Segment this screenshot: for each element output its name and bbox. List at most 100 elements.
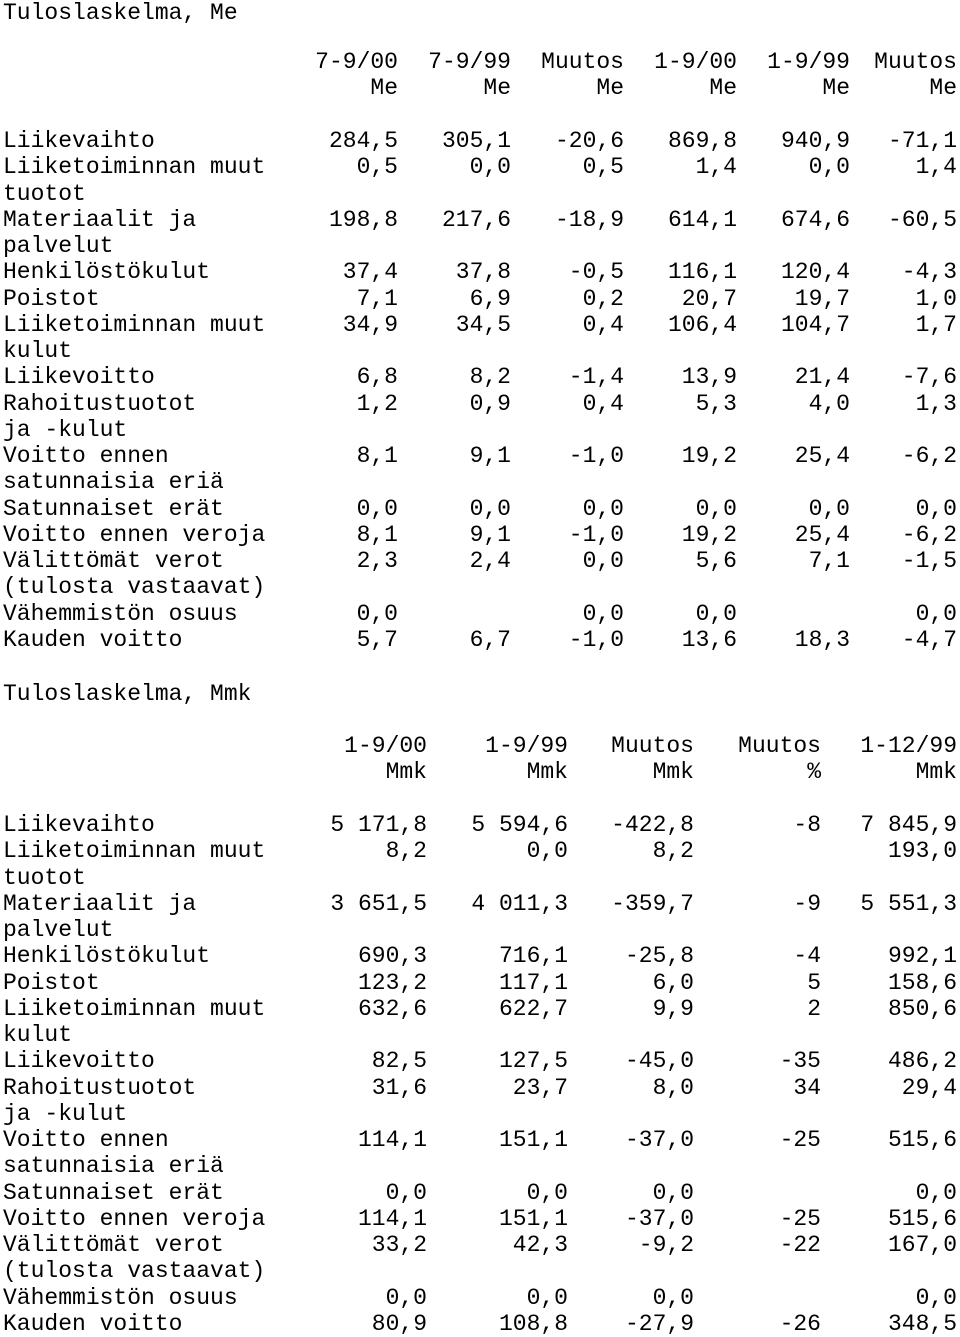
table-row: Materiaalit ja palvelut 3 651,5 4 011,3 -359… (0, 891, 960, 944)
table-cell: -20,6 (554, 128, 624, 154)
table-row: Voitto ennen satunnaisia eriä 8,1 9,1 -1,0 19… (0, 443, 960, 496)
table-cell: 284,5 (328, 128, 398, 154)
row-label: (tulosta vastaavat) (3, 574, 266, 601)
table-cell: -71,1 (887, 128, 957, 154)
table-row: Liiketoiminnan muut kulut 34,9 34,5 0,4 106,4… (0, 312, 960, 365)
table-cell: 5,7 (356, 626, 398, 653)
table-row: Materiaalit ja palvelut 198,8 217,6 -18,9 614… (0, 207, 960, 260)
column-unit: Me (370, 75, 398, 101)
table-cell: 0,5 (356, 154, 398, 181)
table-cell: 486,2 (887, 1048, 957, 1075)
table-cell: 116,1 (667, 259, 737, 286)
table-cell: 108,8 (498, 1310, 568, 1337)
table-cell: 19,2 (681, 521, 737, 548)
table-row: Kauden voitto 5,7 6,7 -1,0 13,6 18,3 -4,7 (0, 627, 960, 653)
table-cell: -60,5 (887, 206, 957, 233)
column-unit: % (807, 759, 821, 785)
table-cell: 0,0 (808, 154, 850, 181)
column-header: 1-9/00 (654, 49, 737, 75)
table-cell: 25,4 (794, 443, 850, 469)
table-row: Voitto ennen satunnaisia eriä 114,1 151,1 -3… (0, 1127, 960, 1180)
table-row: Liiketoiminnan muut tuotot 0,5 0,0 0,5 1,4 0,0… (0, 154, 960, 207)
table-cell: 193,0 (887, 838, 957, 865)
column-header: Muutos (611, 733, 694, 759)
column-unit: Me (596, 75, 624, 101)
table-cell: 158,6 (887, 969, 957, 996)
row-label: (tulosta vastaavat) (3, 1258, 266, 1285)
table-cell: 0,0 (526, 1179, 568, 1206)
table-row: Poistot 7,1 6,9 0,2 20,7 19,7 1,0 (0, 286, 960, 312)
table-cell: -422,8 (611, 812, 694, 838)
me-statement-unit-row: Me Me Me Me Me Me (0, 75, 960, 101)
table-cell: 42,3 (512, 1232, 568, 1258)
table-cell: 622,7 (498, 995, 568, 1022)
table-row: Poistot 123,2 117,1 6,0 5 158,6 (0, 970, 960, 996)
table-cell: 0,0 (469, 495, 511, 522)
table-cell: -1,0 (568, 626, 624, 653)
mmk-statement-unit-row: Mmk Mmk Mmk% Mmk (0, 759, 960, 785)
table-cell: 23,7 (512, 1074, 568, 1101)
column-header: Muutos (541, 49, 624, 75)
table-cell: 37,4 (342, 259, 398, 286)
table-row: Rahoitustuotot ja -kulut 1,2 0,9 0,4 5,3 4,0 1,… (0, 391, 960, 444)
row-label: Liiketoiminnan muut (3, 154, 266, 181)
column-unit: Me (822, 75, 850, 101)
table-cell: 25,4 (794, 521, 850, 548)
column-header: 1-9/99 (485, 733, 568, 759)
table-cell: 7,1 (808, 548, 850, 574)
row-label: Materiaalit ja (3, 890, 197, 917)
table-cell: -4,3 (901, 259, 957, 286)
row-label: Kauden voitto (3, 626, 183, 653)
table-cell: 18,3 (794, 626, 850, 653)
table-cell: -25 (779, 1205, 821, 1232)
table-cell: 0,0 (808, 495, 850, 522)
table-cell: 0,4 (582, 390, 624, 417)
table-cell: -0,5 (568, 259, 624, 286)
table-cell: 8,2 (469, 364, 511, 391)
table-cell: 151,1 (498, 1127, 568, 1153)
row-label: Vähemmistön osuus (3, 1284, 238, 1311)
table-cell: 34,5 (455, 311, 511, 338)
table-cell: 2,3 (356, 548, 398, 574)
table-cell: -45,0 (624, 1048, 694, 1075)
table-cell: 20,7 (681, 285, 737, 312)
table-cell: 7,1 (356, 285, 398, 312)
row-label: Välittömät verot (3, 1232, 224, 1258)
table-cell: 305,1 (441, 128, 511, 154)
table-cell: 515,6 (887, 1127, 957, 1153)
table-cell: 6,7 (469, 626, 511, 653)
table-cell: 123,2 (357, 969, 427, 996)
row-label: Välittömät verot (3, 548, 224, 574)
table-cell: 19,7 (794, 285, 850, 312)
row-label: ja -kulut (3, 416, 128, 443)
table-cell: -35 (779, 1048, 821, 1075)
table-cell: 5,6 (695, 548, 737, 574)
table-cell: 151,1 (498, 1205, 568, 1232)
row-label: Rahoitustuotot (3, 1074, 197, 1101)
table-cell: -1,0 (568, 443, 624, 469)
table-cell: 13,9 (681, 364, 737, 391)
row-label: Liiketoiminnan muut (3, 311, 266, 338)
row-label: Satunnaiset erät (3, 1179, 224, 1206)
column-unit: Me (483, 75, 511, 101)
table-row: Liikevaihto 5 171,8 5 594,6 -422,8 -8 7 845,9 (0, 812, 960, 838)
table-row: Liikevoitto 82,5 127,5 -45,0 -35 486,2 (0, 1048, 960, 1074)
table-cell: 7 845,9 (860, 812, 957, 838)
column-unit: Mmk (652, 759, 694, 785)
row-label: Voitto ennen veroja (3, 1205, 266, 1232)
table-cell: 8,1 (356, 521, 398, 548)
table-cell: 6,8 (356, 364, 398, 391)
me-statement-title: Tuloslaskelma, Me (3, 0, 238, 26)
table-cell: 198,8 (328, 206, 398, 233)
table-row: Vähemmistön osuus 0,0 0,0 0,0 0,0 (0, 601, 960, 627)
table-cell: -25,8 (624, 943, 694, 970)
row-label: palvelut (3, 917, 114, 943)
table-cell: 114,1 (357, 1127, 427, 1153)
table-cell: 5 551,3 (860, 890, 957, 917)
column-header: 7-9/99 (428, 49, 511, 75)
table-cell: 5,3 (695, 390, 737, 417)
table-cell: 217,6 (441, 206, 511, 233)
table-row: Liikevaihto 284,5 305,1 -20,6 869,8 940,9 -71,… (0, 128, 960, 154)
table-cell: -1,5 (901, 548, 957, 574)
table-cell: 690,3 (357, 943, 427, 970)
